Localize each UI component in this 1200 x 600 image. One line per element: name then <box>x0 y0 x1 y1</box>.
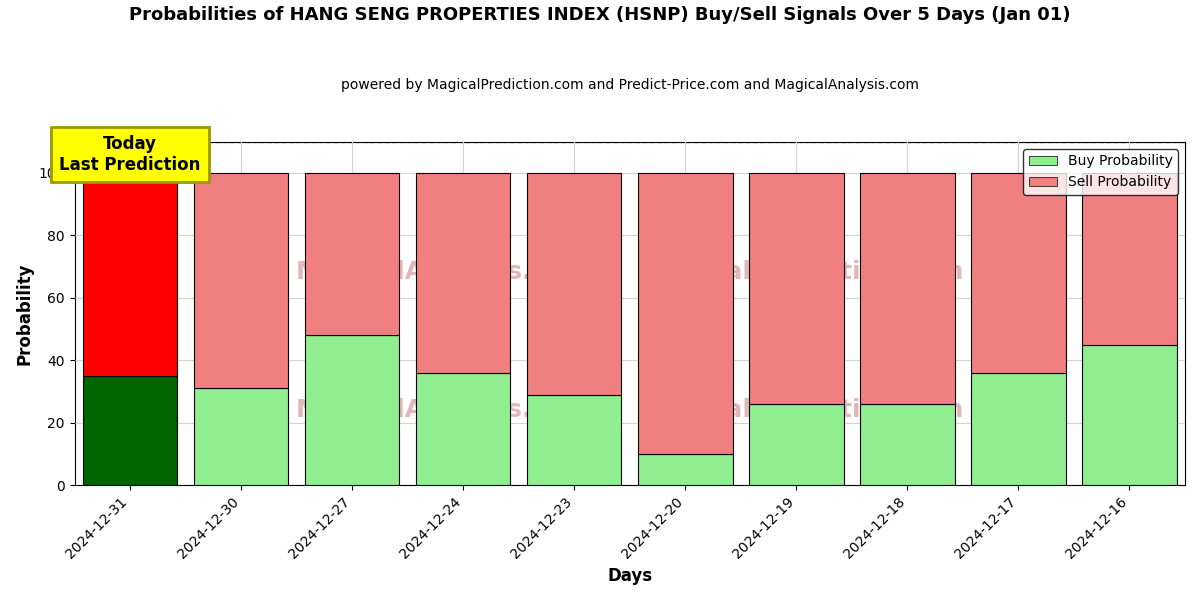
Title: powered by MagicalPrediction.com and Predict-Price.com and MagicalAnalysis.com: powered by MagicalPrediction.com and Pre… <box>341 78 919 92</box>
Bar <box>83 376 178 485</box>
Bar <box>416 373 510 485</box>
Text: Today
Last Prediction: Today Last Prediction <box>60 135 200 173</box>
Bar <box>860 173 955 404</box>
Bar <box>971 373 1066 485</box>
Text: MagicalAnalysis.com      MagicalPrediction.com: MagicalAnalysis.com MagicalPrediction.co… <box>296 260 964 284</box>
Bar <box>749 173 844 404</box>
Bar <box>194 388 288 485</box>
Legend: Buy Probability, Sell Probability: Buy Probability, Sell Probability <box>1024 149 1178 195</box>
Bar <box>1082 344 1177 485</box>
X-axis label: Days: Days <box>607 567 653 585</box>
Bar <box>83 173 178 376</box>
Bar <box>638 173 732 454</box>
Bar <box>305 335 400 485</box>
Bar <box>305 173 400 335</box>
Bar <box>860 404 955 485</box>
Y-axis label: Probability: Probability <box>16 262 34 365</box>
Bar <box>194 173 288 388</box>
Text: MagicalAnalysis.com      MagicalPrediction.com: MagicalAnalysis.com MagicalPrediction.co… <box>296 398 964 422</box>
Bar <box>527 395 622 485</box>
Bar <box>749 404 844 485</box>
Text: Probabilities of HANG SENG PROPERTIES INDEX (HSNP) Buy/Sell Signals Over 5 Days : Probabilities of HANG SENG PROPERTIES IN… <box>130 6 1070 24</box>
Bar <box>416 173 510 373</box>
Bar <box>1082 173 1177 344</box>
Bar <box>527 173 622 395</box>
Bar <box>638 454 732 485</box>
Bar <box>971 173 1066 373</box>
